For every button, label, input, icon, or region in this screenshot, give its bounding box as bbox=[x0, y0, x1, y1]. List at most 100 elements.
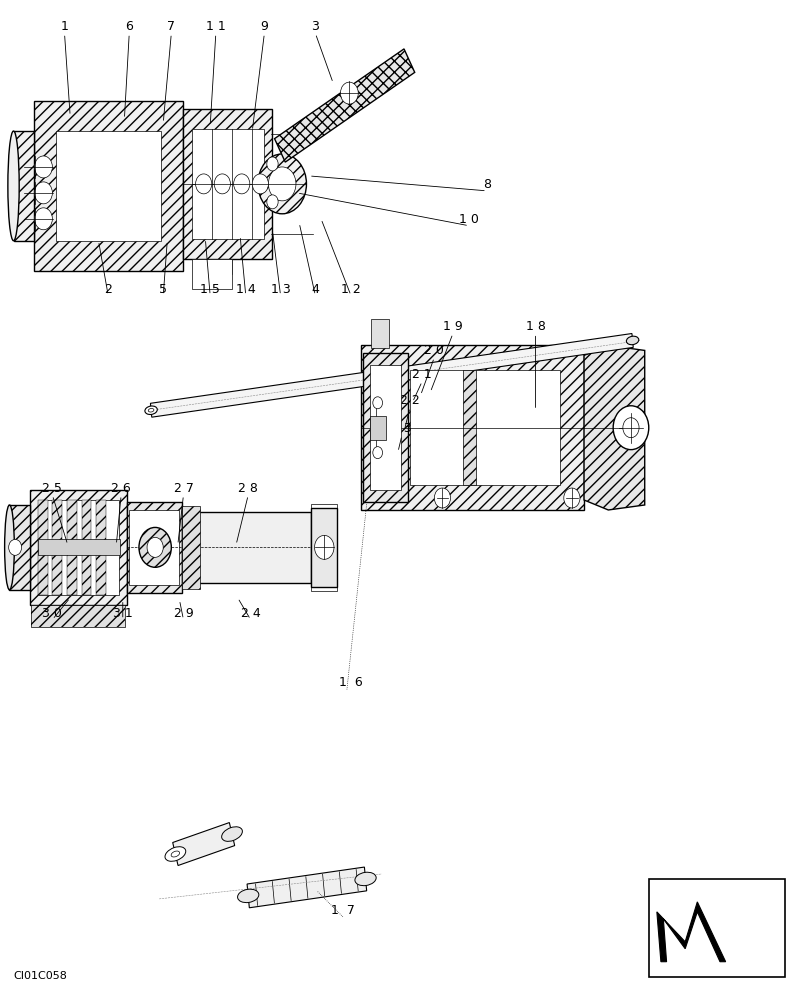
Text: 1 8: 1 8 bbox=[525, 320, 545, 333]
Circle shape bbox=[195, 174, 212, 194]
Bar bbox=[38, 500, 118, 595]
Text: 8: 8 bbox=[483, 178, 491, 191]
Ellipse shape bbox=[221, 827, 242, 841]
Bar bbox=[96, 500, 105, 595]
Text: 2 7: 2 7 bbox=[174, 482, 193, 495]
Bar bbox=[182, 512, 311, 583]
Polygon shape bbox=[34, 101, 183, 271]
Bar bbox=[182, 506, 200, 589]
Text: 7: 7 bbox=[167, 20, 175, 33]
Text: 2 4: 2 4 bbox=[240, 607, 260, 620]
Bar bbox=[56, 131, 161, 241]
Circle shape bbox=[9, 539, 22, 555]
Polygon shape bbox=[274, 49, 414, 162]
Polygon shape bbox=[14, 131, 34, 241]
Polygon shape bbox=[30, 490, 127, 605]
Ellipse shape bbox=[238, 889, 259, 903]
Circle shape bbox=[234, 174, 250, 194]
Polygon shape bbox=[10, 505, 30, 590]
Text: 1 9: 1 9 bbox=[443, 320, 462, 333]
Bar bbox=[410, 370, 559, 485]
Text: 2 1: 2 1 bbox=[412, 368, 431, 381]
Text: 2 0: 2 0 bbox=[424, 344, 444, 357]
Bar bbox=[311, 504, 337, 591]
Bar bbox=[32, 605, 125, 627]
Ellipse shape bbox=[144, 406, 157, 415]
Circle shape bbox=[268, 167, 295, 201]
Polygon shape bbox=[583, 345, 644, 510]
Text: 1 2: 1 2 bbox=[341, 283, 360, 296]
Text: 1 4: 1 4 bbox=[236, 283, 255, 296]
Bar bbox=[369, 416, 385, 440]
Circle shape bbox=[622, 418, 638, 438]
Bar bbox=[191, 259, 232, 289]
Text: 3 0: 3 0 bbox=[42, 607, 62, 620]
Circle shape bbox=[35, 182, 52, 204]
Text: 1 5: 1 5 bbox=[200, 283, 220, 296]
Ellipse shape bbox=[5, 505, 15, 590]
Text: 1  6: 1 6 bbox=[339, 676, 363, 689]
Circle shape bbox=[35, 156, 52, 178]
Bar bbox=[38, 539, 120, 555]
Bar bbox=[52, 500, 62, 595]
Text: 2 5: 2 5 bbox=[42, 482, 62, 495]
Circle shape bbox=[612, 406, 648, 450]
Text: 2 2: 2 2 bbox=[400, 394, 419, 407]
Bar bbox=[311, 508, 337, 587]
Ellipse shape bbox=[625, 336, 638, 345]
Circle shape bbox=[372, 447, 382, 459]
Text: 1 0: 1 0 bbox=[458, 213, 478, 226]
Ellipse shape bbox=[165, 847, 186, 861]
Text: 9: 9 bbox=[260, 20, 268, 33]
Circle shape bbox=[434, 488, 450, 508]
Ellipse shape bbox=[354, 872, 375, 886]
Bar bbox=[81, 500, 91, 595]
Text: CI01C058: CI01C058 bbox=[14, 971, 67, 981]
Circle shape bbox=[314, 535, 333, 559]
Polygon shape bbox=[656, 902, 725, 962]
Circle shape bbox=[252, 174, 268, 194]
Text: 2 6: 2 6 bbox=[111, 482, 131, 495]
Text: 4: 4 bbox=[311, 283, 319, 296]
Polygon shape bbox=[361, 345, 583, 510]
Text: 2 9: 2 9 bbox=[174, 607, 193, 620]
Text: 1  7: 1 7 bbox=[331, 904, 354, 917]
Text: 1 1: 1 1 bbox=[206, 20, 225, 33]
Text: 6: 6 bbox=[125, 20, 133, 33]
Polygon shape bbox=[150, 334, 633, 417]
Circle shape bbox=[147, 537, 163, 557]
Bar bbox=[371, 319, 388, 348]
Bar bbox=[129, 510, 179, 585]
Circle shape bbox=[35, 208, 52, 230]
Bar bbox=[191, 129, 264, 239]
Text: 1 3: 1 3 bbox=[270, 283, 290, 296]
Text: 3: 3 bbox=[311, 20, 319, 33]
Text: 5: 5 bbox=[159, 283, 167, 296]
Circle shape bbox=[258, 154, 306, 214]
Text: 3 1: 3 1 bbox=[113, 607, 132, 620]
Circle shape bbox=[139, 527, 171, 567]
Ellipse shape bbox=[171, 851, 179, 857]
Text: 2 8: 2 8 bbox=[238, 482, 258, 495]
Text: 2: 2 bbox=[104, 283, 112, 296]
Circle shape bbox=[214, 174, 230, 194]
Polygon shape bbox=[247, 867, 367, 908]
Ellipse shape bbox=[148, 408, 154, 412]
Polygon shape bbox=[173, 823, 234, 866]
Bar bbox=[127, 502, 182, 593]
Circle shape bbox=[267, 157, 278, 171]
Circle shape bbox=[340, 82, 358, 104]
Bar bbox=[463, 370, 476, 485]
Ellipse shape bbox=[8, 131, 19, 241]
Text: 1: 1 bbox=[61, 20, 68, 33]
Polygon shape bbox=[183, 109, 272, 259]
Circle shape bbox=[267, 195, 278, 209]
Bar bbox=[363, 353, 407, 502]
Circle shape bbox=[372, 397, 382, 409]
Text: 2 3: 2 3 bbox=[392, 422, 411, 435]
Bar bbox=[648, 879, 783, 977]
Bar bbox=[369, 365, 401, 490]
Bar bbox=[38, 500, 48, 595]
Bar bbox=[67, 500, 76, 595]
Circle shape bbox=[563, 488, 579, 508]
